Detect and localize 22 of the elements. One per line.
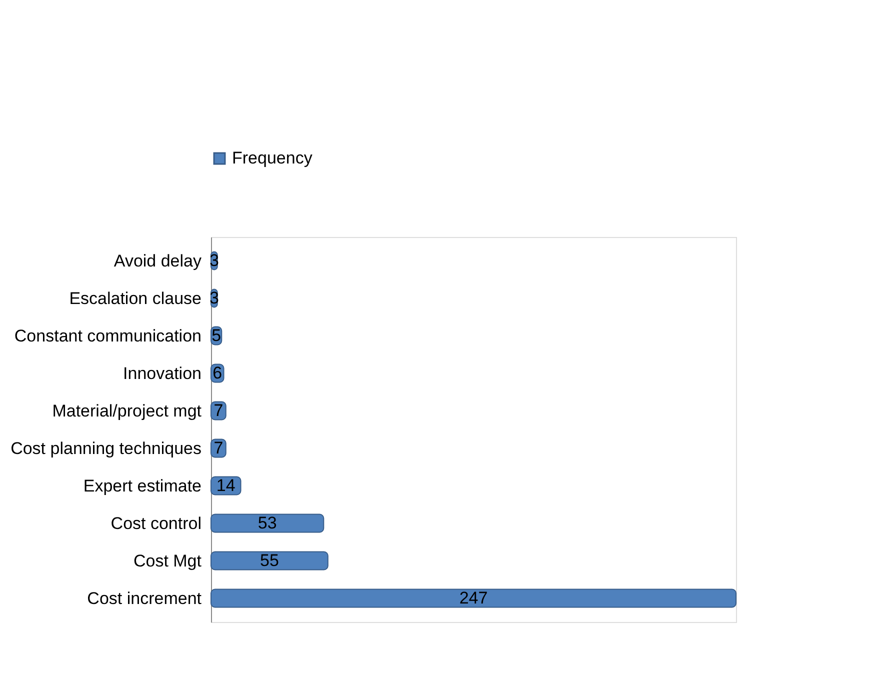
- y-tick-label: Cost control: [110, 514, 202, 533]
- y-tick-label: Innovation: [123, 364, 202, 383]
- data-label: 6: [212, 363, 222, 382]
- y-tick-label: Cost Mgt: [133, 551, 202, 570]
- bar: [210, 588, 736, 608]
- y-tick-label: Escalation clause: [69, 288, 202, 308]
- data-label: 14: [216, 476, 236, 495]
- legend-label: Frequency: [232, 148, 313, 168]
- data-label: 7: [214, 400, 224, 420]
- data-label: 7: [214, 438, 224, 458]
- y-tick-label: Cost increment: [87, 588, 202, 608]
- data-label: 5: [212, 326, 222, 345]
- data-label: 247: [459, 588, 488, 608]
- data-label: 53: [258, 513, 277, 532]
- bar: [210, 514, 324, 533]
- y-tick-label: Material/project mgt: [52, 401, 202, 420]
- data-label: 55: [260, 550, 279, 570]
- bar: [210, 551, 328, 570]
- y-tick-label: Cost planning techniques: [10, 438, 202, 458]
- y-tick-label: Avoid delay: [114, 251, 202, 270]
- y-tick-label: Expert estimate: [83, 476, 202, 496]
- y-tick-label: Constant communication: [14, 326, 202, 346]
